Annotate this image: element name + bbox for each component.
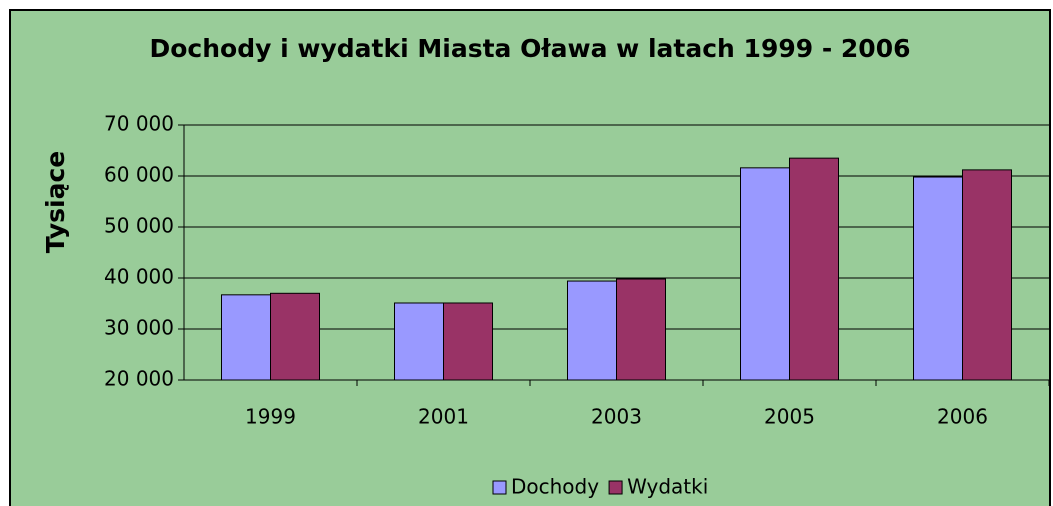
bar — [270, 292, 320, 381]
y-tick-label: 40 000 — [104, 265, 174, 289]
bar — [443, 302, 493, 381]
y-tick-label: 50 000 — [104, 214, 174, 238]
bar — [789, 157, 839, 381]
legend-label: Wydatki — [627, 475, 708, 499]
bar — [221, 294, 271, 381]
x-tick-label: 1999 — [245, 405, 296, 429]
x-tick-label: 2005 — [764, 405, 815, 429]
legend-swatch — [608, 480, 623, 495]
y-tick-label: 70 000 — [104, 112, 174, 136]
bar — [962, 169, 1012, 381]
x-tick-label: 2003 — [591, 405, 642, 429]
legend-label: Dochody — [511, 475, 599, 499]
bar — [740, 167, 790, 381]
y-axis-label: Tysiące — [41, 151, 70, 253]
bar — [394, 302, 444, 381]
bar — [567, 280, 617, 381]
legend-swatch — [492, 480, 507, 495]
bar — [913, 176, 963, 381]
y-tick-label: 20 000 — [104, 367, 174, 391]
y-tick-label: 60 000 — [104, 163, 174, 187]
bar — [616, 278, 666, 381]
chart-title: Dochody i wydatki Miasta Oława w latach … — [149, 34, 910, 63]
y-tick-label: 30 000 — [104, 316, 174, 340]
chart-area — [9, 9, 1051, 506]
x-tick-label: 2001 — [418, 405, 469, 429]
x-tick-label: 2006 — [937, 405, 988, 429]
